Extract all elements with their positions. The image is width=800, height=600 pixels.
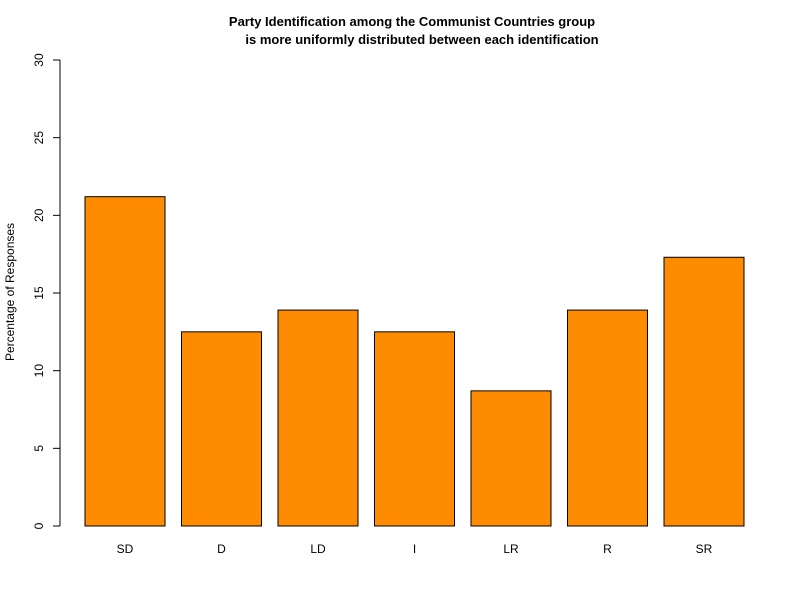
x-axis-labels: SD D LD I LR R SR	[117, 542, 713, 556]
x-tick-label: LR	[503, 542, 519, 556]
bar-sr	[663, 256, 745, 527]
y-axis: 0 5 10 15 20 25 30	[32, 53, 61, 529]
y-tick-label: 30	[32, 53, 46, 67]
y-tick-label: 25	[32, 131, 46, 145]
y-tick-label: 10	[32, 364, 46, 378]
y-tick-label: 15	[32, 286, 46, 300]
bars-group	[84, 196, 745, 527]
y-tick-label: 20	[32, 208, 46, 222]
y-tick-label: 5	[32, 445, 46, 452]
y-axis-title: Percentage of Responses	[3, 223, 17, 361]
x-tick-label: R	[603, 542, 612, 556]
x-tick-label: SD	[117, 542, 134, 556]
bar-i	[374, 331, 455, 527]
bar-d	[181, 331, 262, 527]
chart-title-line-1: Party Identification among the Communist…	[229, 14, 595, 29]
bar-sd	[84, 196, 166, 527]
x-tick-label: I	[413, 542, 416, 556]
chart-title-line-2: is more uniformly distributed between ea…	[245, 32, 598, 47]
bar-lr	[470, 390, 552, 527]
bar-r	[567, 309, 648, 527]
y-tick-label: 0	[32, 522, 46, 529]
bar-ld	[277, 309, 359, 527]
x-tick-label: LD	[310, 542, 326, 556]
x-tick-label: SR	[696, 542, 713, 556]
x-tick-label: D	[217, 542, 226, 556]
